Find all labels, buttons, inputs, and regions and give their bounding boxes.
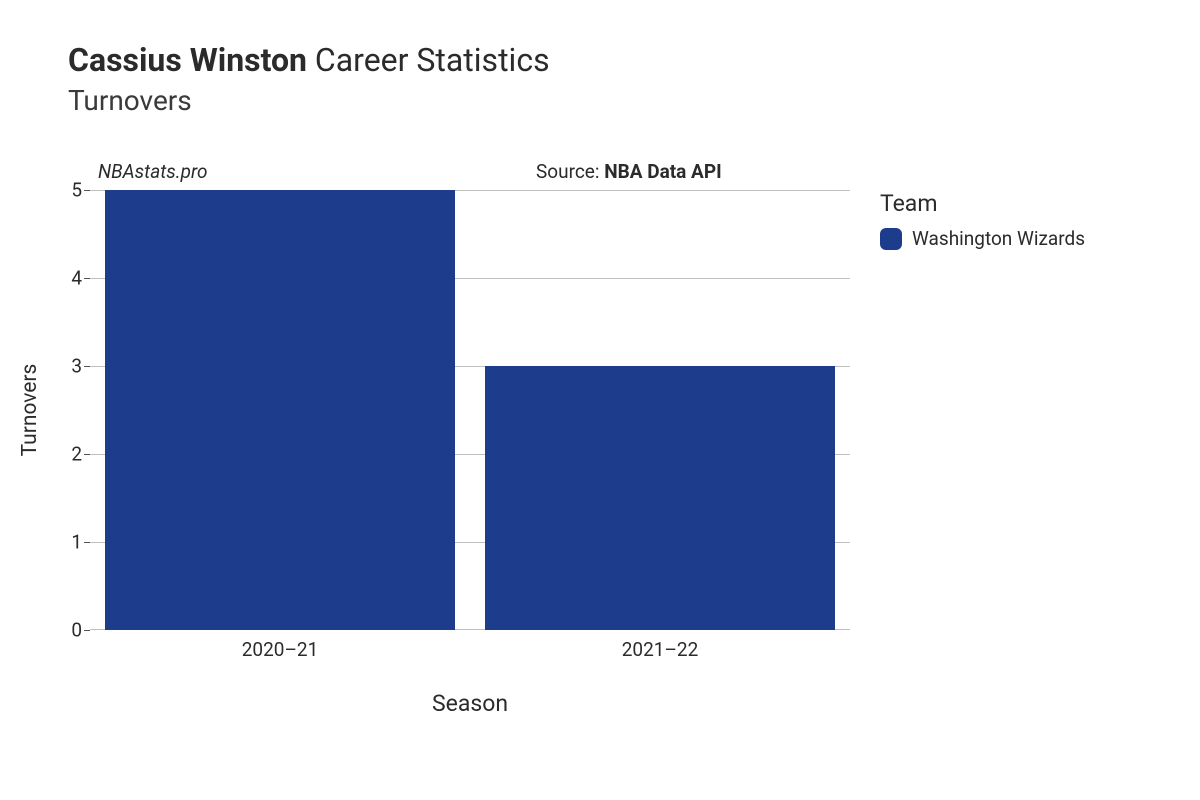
chart-title: Cassius Winston Career Statistics	[68, 40, 550, 80]
ytick-label: 2	[42, 443, 82, 466]
bar	[485, 366, 835, 630]
legend-title: Team	[880, 190, 1085, 217]
legend: Team Washington Wizards	[880, 190, 1085, 250]
ytick-mark	[84, 278, 90, 279]
y-axis-title: Turnovers	[18, 364, 42, 457]
ytick-label: 5	[42, 179, 82, 202]
title-block: Cassius Winston Career Statistics Turnov…	[68, 40, 550, 117]
x-axis-title: Season	[432, 690, 508, 717]
ytick-mark	[84, 190, 90, 191]
xtick-label: 2021–22	[622, 638, 699, 661]
xtick-label: 2020–21	[242, 638, 319, 661]
ytick-label: 4	[42, 267, 82, 290]
bar	[105, 190, 455, 630]
attribution-site: NBAstats.pro	[98, 160, 208, 183]
title-suffix: Career Statistics	[307, 41, 550, 79]
legend-label: Washington Wizards	[912, 227, 1085, 250]
legend-items: Washington Wizards	[880, 227, 1085, 250]
ytick-mark	[84, 454, 90, 455]
attribution-source: Source: NBA Data API	[536, 160, 722, 183]
chart-subtitle: Turnovers	[68, 84, 550, 117]
ytick-mark	[84, 542, 90, 543]
source-name: NBA Data API	[604, 160, 721, 183]
ytick-label: 1	[42, 531, 82, 554]
legend-item: Washington Wizards	[880, 227, 1085, 250]
chart-container: Cassius Winston Career Statistics Turnov…	[0, 0, 1200, 800]
plot-area: 0123452020–212021–22	[90, 190, 850, 630]
ytick-mark	[84, 630, 90, 631]
ytick-label: 0	[42, 619, 82, 642]
title-player-name: Cassius Winston	[68, 41, 307, 79]
legend-swatch	[880, 228, 902, 250]
ytick-mark	[84, 366, 90, 367]
source-prefix: Source:	[536, 160, 604, 183]
bar-chart: Turnovers 0123452020–212021–22 Season	[90, 190, 850, 630]
ytick-label: 3	[42, 355, 82, 378]
